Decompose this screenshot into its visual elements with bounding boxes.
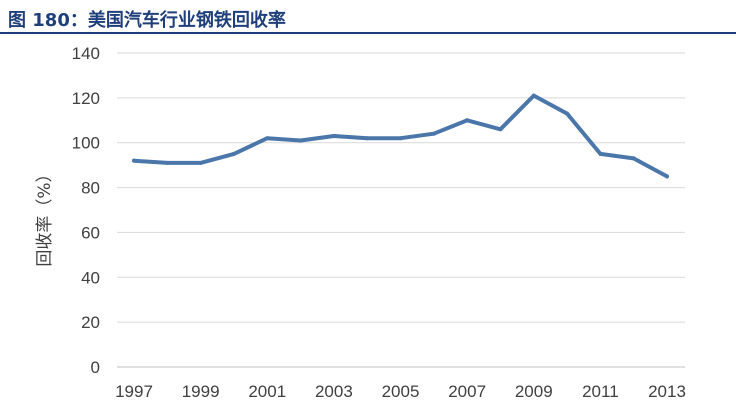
data-point xyxy=(265,136,270,141)
figure-header: 图 180：美国汽车行业钢铁回收率 xyxy=(0,0,736,34)
data-point xyxy=(531,93,536,98)
data-point xyxy=(598,151,603,156)
y-axis-ticks: 0 20 40 60 80 100 120 140 xyxy=(72,44,100,377)
y-tick-label: 0 xyxy=(91,358,100,377)
data-point xyxy=(365,136,370,141)
x-tick-label: 2003 xyxy=(315,382,353,401)
data-point xyxy=(431,131,436,136)
data-point xyxy=(198,160,203,165)
x-axis-ticks: 1997 1999 2001 2003 2005 2007 2009 2011 2013 xyxy=(115,382,686,401)
y-tick-label: 40 xyxy=(81,268,100,287)
data-point xyxy=(231,151,236,156)
figure-title: 图 180：美国汽车行业钢铁回收率 xyxy=(8,10,286,31)
data-point xyxy=(565,111,570,116)
x-tick-label: 2011 xyxy=(582,382,619,401)
data-point xyxy=(298,138,303,143)
x-tick-label: 1999 xyxy=(182,382,220,401)
y-tick-label: 140 xyxy=(72,44,100,63)
x-tick-label: 2009 xyxy=(515,382,553,401)
data-point xyxy=(498,127,503,132)
x-tick-label: 1997 xyxy=(115,382,153,401)
data-point xyxy=(132,158,136,163)
x-tick-label: 2013 xyxy=(648,382,686,401)
data-point xyxy=(331,133,336,138)
data-point xyxy=(631,156,636,161)
y-axis-label: 回收率（%） xyxy=(35,165,55,266)
series-layer xyxy=(132,93,669,179)
x-tick-label: 2001 xyxy=(248,382,286,401)
x-tick-label: 2005 xyxy=(382,382,420,401)
y-tick-label: 100 xyxy=(72,134,100,153)
data-point xyxy=(665,174,669,179)
y-tick-label: 80 xyxy=(81,179,100,198)
grid-lines xyxy=(117,52,685,368)
y-tick-label: 60 xyxy=(81,223,100,242)
y-tick-label: 120 xyxy=(72,89,100,108)
x-tick-label: 2007 xyxy=(448,382,486,401)
header-rule xyxy=(0,32,736,34)
data-point xyxy=(165,160,170,165)
data-point xyxy=(465,118,470,123)
series-line-0 xyxy=(132,93,669,179)
data-point xyxy=(398,136,403,141)
y-tick-label: 20 xyxy=(81,313,100,332)
